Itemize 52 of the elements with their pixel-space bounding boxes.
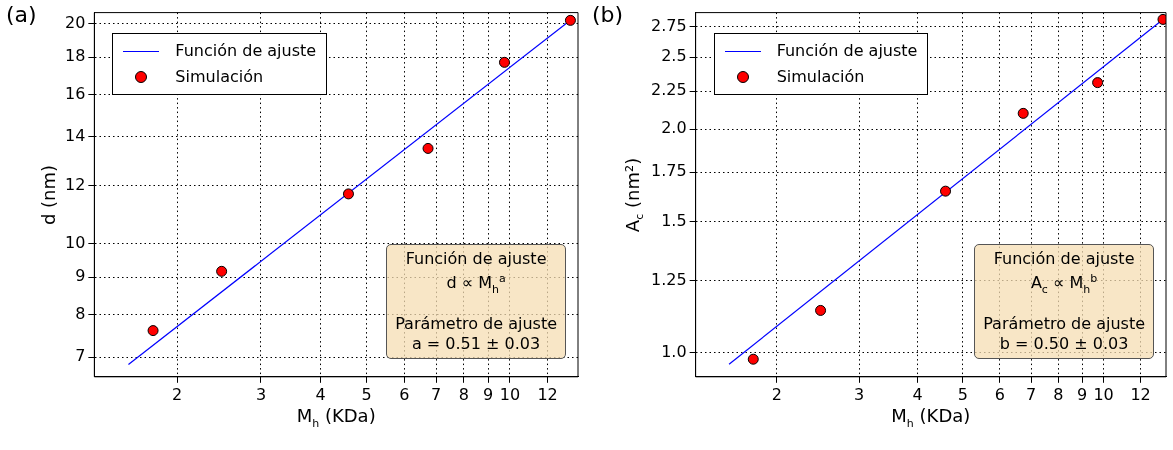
y-tick-label: 16 bbox=[65, 83, 86, 103]
y-tick-label: 20 bbox=[65, 12, 86, 32]
y-tick-label: 2.75 bbox=[651, 15, 687, 35]
legend-label: Simulación bbox=[776, 67, 865, 87]
x-tick-label: 12 bbox=[1130, 384, 1151, 404]
y-tick-label: 2.0 bbox=[661, 118, 687, 138]
x-tick-label: 8 bbox=[1053, 384, 1064, 404]
x-tick-label: 6 bbox=[994, 384, 1005, 404]
x-tick-label: 2 bbox=[771, 384, 783, 404]
annotation: Parámetro de ajuste bbox=[395, 313, 557, 334]
x-axis-title: M$_{h}$ (KDa) bbox=[891, 404, 971, 430]
y-tick-label: 1.0 bbox=[661, 341, 687, 361]
x-axis-title: M$_{h}$ (KDa) bbox=[296, 404, 376, 430]
x-tick-label: 7 bbox=[1026, 384, 1037, 404]
x-tick-label: 4 bbox=[315, 384, 326, 404]
y-axis-title: d (nm) bbox=[37, 164, 59, 225]
x-tick-label: 5 bbox=[361, 384, 372, 404]
x-tick-label: 3 bbox=[854, 384, 865, 404]
y-tick-label: 2.5 bbox=[661, 46, 687, 66]
x-tick-label: 2 bbox=[172, 384, 183, 404]
y-tick-label: 2.25 bbox=[651, 80, 687, 100]
annotation: a = 0.51 ± 0.03 bbox=[410, 333, 542, 354]
chart-title: (b) bbox=[592, 2, 624, 27]
x-tick-label: 4 bbox=[912, 384, 923, 404]
annotation: Función de ajuste bbox=[404, 249, 548, 270]
y-tick-label: 1.25 bbox=[651, 269, 687, 289]
legend-label: Simulación bbox=[175, 67, 264, 87]
x-tick-label: 9 bbox=[483, 384, 494, 404]
x-tick-label: 6 bbox=[399, 384, 410, 404]
y-tick-label: 1.75 bbox=[651, 161, 687, 181]
annotation: Función de ajuste bbox=[992, 249, 1136, 270]
y-tick-label: 18 bbox=[65, 46, 86, 66]
y-tick-label: 1.5 bbox=[661, 211, 687, 231]
y-tick-label: 9 bbox=[75, 266, 86, 286]
y-tick-label: 14 bbox=[65, 126, 86, 146]
x-tick-label: 7 bbox=[431, 384, 442, 404]
y-tick-label: 8 bbox=[75, 303, 86, 323]
x-tick-label: 12 bbox=[537, 384, 558, 404]
annotation: b = 0.50 ± 0.03 bbox=[998, 333, 1130, 354]
chart-title: (a) bbox=[6, 2, 37, 27]
y-tick-label: 10 bbox=[65, 232, 86, 252]
annotation: Parámetro de ajuste bbox=[983, 313, 1145, 334]
x-tick-label: 8 bbox=[458, 384, 469, 404]
y-tick-label: 12 bbox=[65, 175, 86, 195]
x-tick-label: 10 bbox=[1093, 384, 1114, 404]
legend-label: Función de ajuste bbox=[175, 41, 317, 61]
y-tick-label: 7 bbox=[75, 346, 86, 366]
x-tick-label: 9 bbox=[1077, 384, 1088, 404]
x-tick-label: 5 bbox=[957, 384, 968, 404]
legend-label: Función de ajuste bbox=[776, 41, 918, 61]
x-tick-label: 3 bbox=[255, 384, 267, 404]
x-tick-label: 10 bbox=[499, 384, 521, 404]
